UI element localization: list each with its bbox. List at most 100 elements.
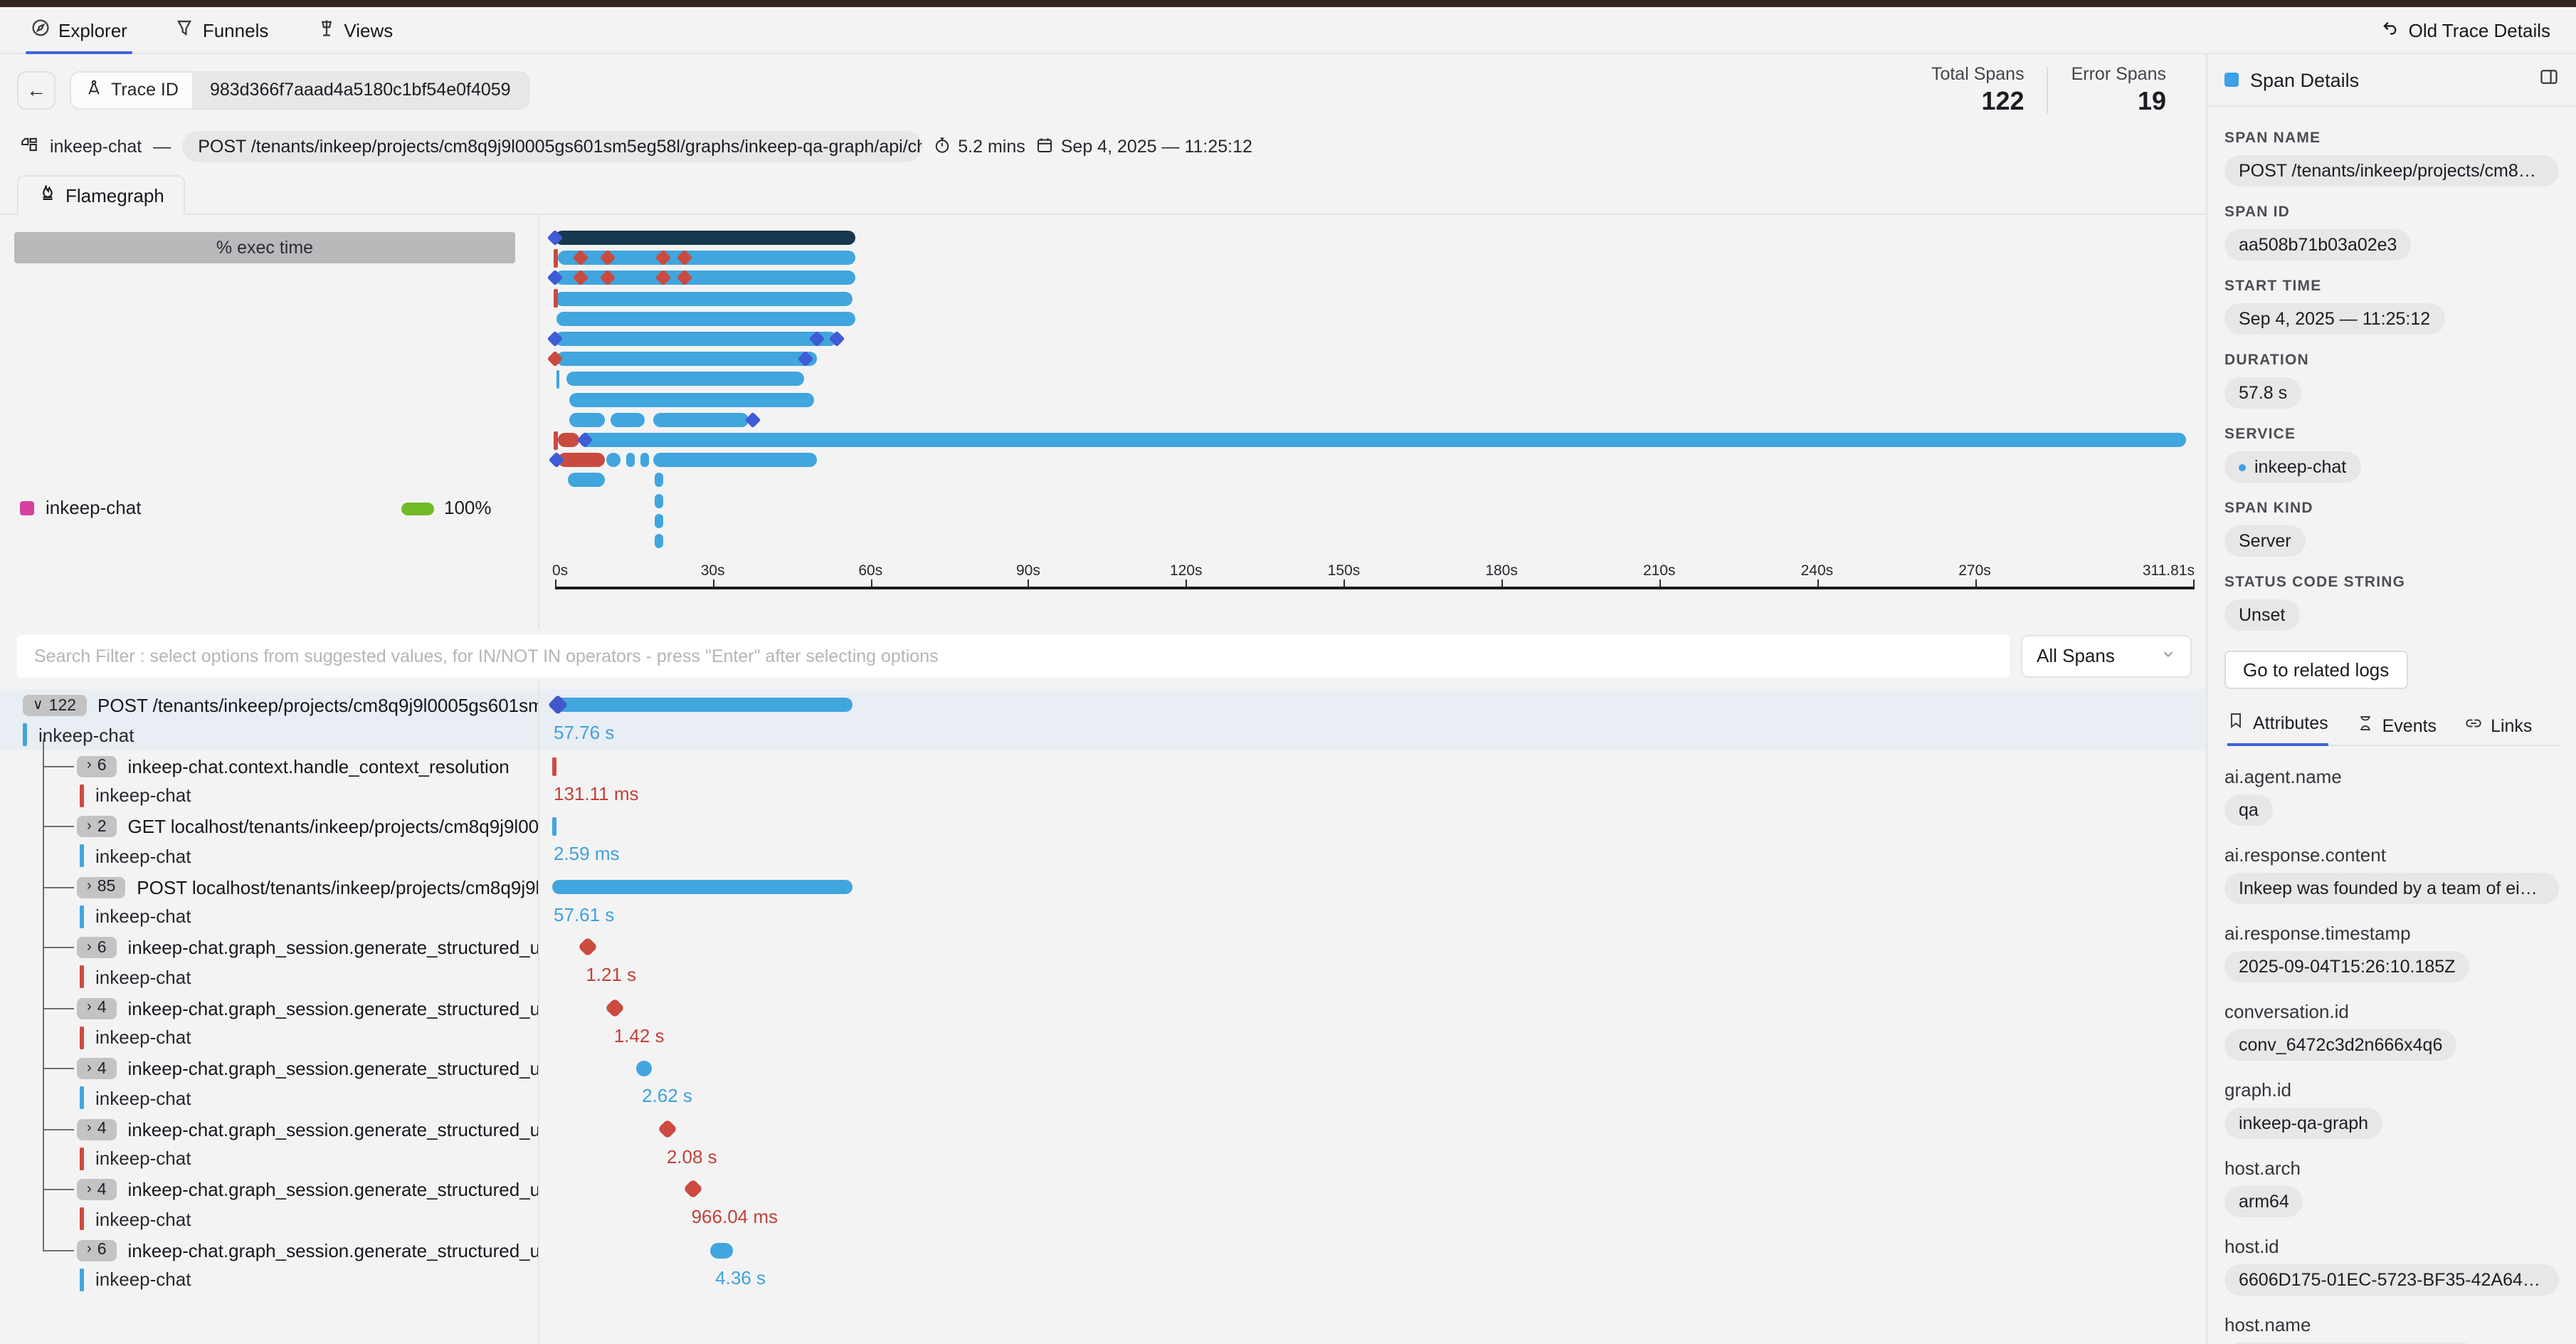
flamegraph-span-bar[interactable]: [568, 473, 605, 488]
flamegraph-span-bar[interactable]: [556, 352, 818, 367]
panel-toggle-icon[interactable]: [2539, 66, 2559, 93]
nav-tab-explorer[interactable]: Explorer: [26, 7, 134, 54]
flamegraph-row[interactable]: [547, 229, 2195, 246]
span-dot[interactable]: [636, 1061, 653, 1076]
flamegraph-row[interactable]: [555, 493, 2195, 508]
flamegraph-row[interactable]: [554, 431, 2195, 449]
attribute-value[interactable]: 2025-09-04T15:26:10.185Z: [2224, 951, 2470, 982]
flamegraph-row[interactable]: [555, 534, 2195, 548]
span-row[interactable]: › 6 inkeep-chat.graph_session.generate_str…: [0, 1234, 2206, 1294]
attribute-value[interactable]: Shaguns-MacBook-Pro.local: [2224, 1343, 2479, 1344]
flamegraph-span-bar[interactable]: [625, 453, 635, 468]
flamegraph-span-bar[interactable]: [640, 453, 649, 468]
detail-field-value[interactable]: Server: [2224, 525, 2306, 557]
flamegraph-span-bar[interactable]: [653, 453, 818, 468]
flamegraph-row[interactable]: [554, 248, 2195, 268]
flamegraph-row[interactable]: [547, 351, 2195, 367]
flamegraph-row[interactable]: [554, 289, 2195, 308]
flamegraph-span-bar[interactable]: [555, 291, 852, 306]
flamegraph-row[interactable]: [548, 452, 2195, 468]
old-trace-details-link[interactable]: Old Trace Details: [2382, 19, 2550, 41]
root-endpoint-pill[interactable]: POST /tenants/inkeep/projects/cm8q9j9l00…: [182, 131, 923, 162]
flamegraph-span-bar[interactable]: [557, 251, 856, 266]
flamegraph-span-bar[interactable]: [606, 453, 621, 468]
flamegraph-span-bar[interactable]: [653, 412, 749, 427]
error-span-diamond[interactable]: [605, 997, 625, 1018]
attribute-value[interactable]: qa: [2224, 794, 2273, 826]
spans-dropdown[interactable]: All Spans: [2021, 634, 2192, 677]
span-count-badge[interactable]: › 2: [77, 816, 117, 837]
flamegraph-row[interactable]: [555, 311, 2195, 326]
search-filter-input[interactable]: [17, 634, 2010, 677]
flamegraph-span-bar[interactable]: [569, 412, 605, 427]
flamegraph-span-bar[interactable]: [611, 412, 645, 427]
span-count-badge[interactable]: › 4: [77, 997, 117, 1019]
flamegraph-row[interactable]: [555, 473, 2195, 488]
tab-events[interactable]: Events: [2357, 715, 2437, 746]
flamegraph-span-bar[interactable]: [579, 433, 2187, 447]
flamegraph-span-bar[interactable]: [556, 311, 855, 326]
detail-field-value[interactable]: aa508b71b03a02e3: [2224, 229, 2412, 261]
flamegraph-span-bar[interactable]: [555, 271, 855, 285]
nav-tab-views[interactable]: Views: [311, 7, 398, 53]
flamegraph-row[interactable]: [555, 392, 2195, 407]
span-row[interactable]: › 6 inkeep-chat.graph_session.generate_str…: [0, 931, 2206, 992]
detail-field-value[interactable]: Unset: [2224, 599, 2300, 631]
go-to-related-logs-button[interactable]: Go to related logs: [2224, 651, 2408, 689]
span-count-badge[interactable]: › 6: [77, 1239, 117, 1261]
attribute-value[interactable]: conv_6472c3d2n666x4q6: [2224, 1029, 2457, 1061]
flamegraph-chart[interactable]: [547, 229, 2195, 564]
trace-id-chip[interactable]: Trace ID 983d366f7aaad4a5180c1bf54e0f405…: [70, 70, 529, 109]
span-count-badge[interactable]: › 6: [77, 937, 117, 958]
span-count-badge[interactable]: › 4: [77, 1179, 117, 1200]
flamegraph-span-bar[interactable]: [655, 473, 664, 488]
flamegraph-span-bar[interactable]: [655, 534, 664, 548]
span-count-badge[interactable]: › 4: [77, 1058, 117, 1079]
error-span-diamond[interactable]: [658, 1118, 678, 1139]
error-span-diamond[interactable]: [577, 936, 598, 957]
error-span-diamond[interactable]: [682, 1178, 703, 1199]
span-count-badge[interactable]: › 4: [77, 1118, 117, 1140]
flamegraph-span-bar[interactable]: [569, 392, 814, 407]
back-button[interactable]: ←: [17, 70, 56, 109]
flamegraph-span-bar[interactable]: [655, 493, 664, 508]
span-row[interactable]: › 4 inkeep-chat.graph_session.generate_str…: [0, 1173, 2206, 1234]
detail-field-value[interactable]: 57.8 s: [2224, 377, 2302, 409]
span-row[interactable]: › 85 POST localhost/tenants/inkeep/project…: [0, 871, 2206, 931]
span-row[interactable]: › 4 inkeep-chat.graph_session.generate_str…: [0, 992, 2206, 1052]
flamegraph-span-bar[interactable]: [558, 433, 580, 447]
flamegraph-row[interactable]: [555, 369, 2195, 389]
span-count-badge[interactable]: ∨ 122: [23, 695, 87, 716]
span-row[interactable]: ∨ 122 POST /tenants/inkeep/projects/cm8q9j…: [0, 689, 2206, 750]
span-row[interactable]: › 4 inkeep-chat.graph_session.generate_str…: [0, 1113, 2206, 1173]
detail-field-value[interactable]: Sep 4, 2025 — 11:25:12: [2224, 303, 2445, 335]
flamegraph-row[interactable]: [547, 270, 2195, 287]
attribute-value[interactable]: 6606D175-01EC-5723-BF35-42A6486...: [2224, 1264, 2559, 1296]
attribute-value[interactable]: Inkeep was founded by a team of eigh...: [2224, 873, 2559, 904]
span-row[interactable]: › 4 inkeep-chat.graph_session.generate_str…: [0, 1052, 2206, 1113]
flamegraph-span-bar[interactable]: [558, 453, 605, 468]
tab-attributes[interactable]: Attributes: [2227, 712, 2328, 746]
flamegraph-span-bar[interactable]: [566, 372, 805, 387]
detail-field-value[interactable]: POST /tenants/inkeep/projects/cm8q9j...: [2224, 155, 2559, 187]
span-row[interactable]: › 2 GET localhost/tenants/inkeep/projects/…: [0, 810, 2206, 871]
duration-bar[interactable]: [552, 879, 852, 893]
tab-flamegraph[interactable]: Flamegraph: [17, 175, 186, 215]
span-count-badge[interactable]: › 85: [77, 876, 126, 898]
flamegraph-row[interactable]: [555, 513, 2195, 528]
flamegraph-row[interactable]: [555, 411, 2195, 428]
duration-pill[interactable]: [709, 1242, 733, 1258]
tab-links[interactable]: Links: [2465, 715, 2532, 746]
detail-field-value[interactable]: inkeep-chat: [2224, 451, 2361, 483]
nav-tab-funnels[interactable]: Funnels: [170, 7, 275, 53]
flamegraph-span-bar[interactable]: [655, 513, 664, 528]
attribute-value[interactable]: inkeep-qa-graph: [2224, 1108, 2383, 1139]
attribute-value[interactable]: arm64: [2224, 1186, 2303, 1217]
flamegraph-row[interactable]: [547, 330, 2195, 347]
flamegraph-span-bar[interactable]: [555, 231, 855, 245]
duration-bar[interactable]: [552, 698, 852, 712]
span-count-badge[interactable]: › 6: [77, 755, 117, 777]
legend-row-inkeep-chat[interactable]: inkeep-chat 100%: [14, 494, 515, 523]
span-row[interactable]: › 6 inkeep-chat.context.handle_context_res…: [0, 750, 2206, 810]
flamegraph-span-bar[interactable]: [555, 332, 838, 346]
